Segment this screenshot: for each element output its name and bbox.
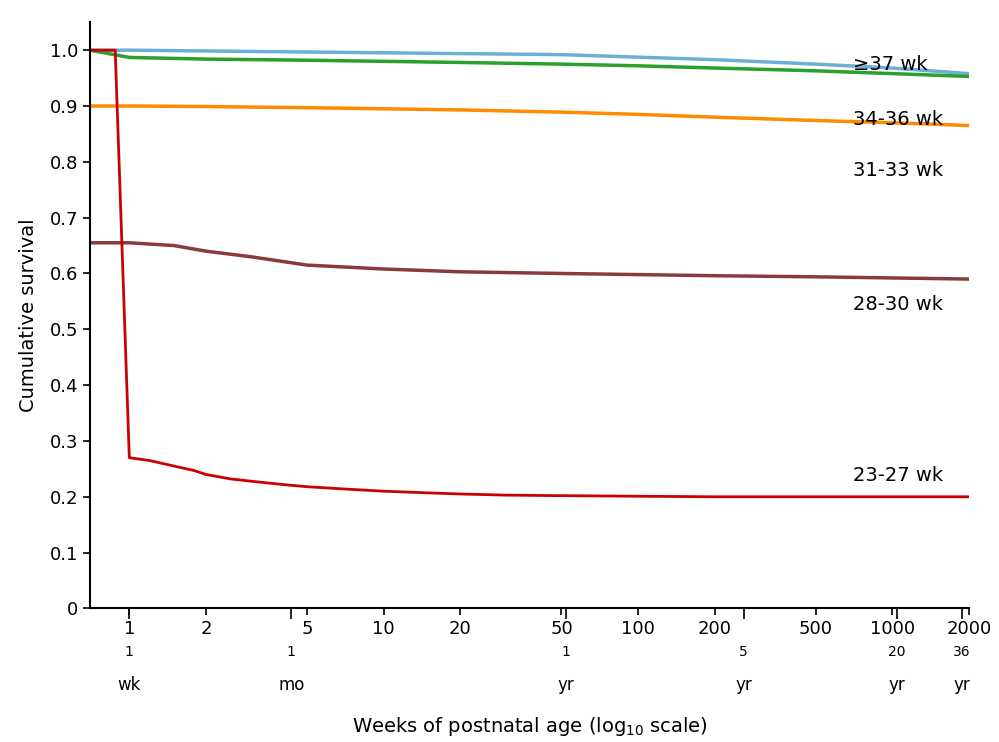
Y-axis label: Cumulative survival: Cumulative survival	[20, 219, 39, 412]
Text: 31-33 wk: 31-33 wk	[853, 161, 943, 180]
Text: 28-30 wk: 28-30 wk	[853, 295, 943, 314]
Text: yr: yr	[888, 676, 905, 694]
Text: wk: wk	[118, 676, 141, 694]
Text: yr: yr	[557, 676, 574, 694]
Text: yr: yr	[953, 676, 970, 694]
Text: 23-27 wk: 23-27 wk	[853, 466, 943, 485]
Text: ≥37 wk: ≥37 wk	[853, 55, 928, 73]
Text: yr: yr	[735, 676, 752, 694]
Text: mo: mo	[278, 676, 305, 694]
Text: 34-36 wk: 34-36 wk	[853, 111, 943, 129]
X-axis label: Weeks of postnatal age (log$_{10}$ scale): Weeks of postnatal age (log$_{10}$ scale…	[352, 715, 707, 738]
